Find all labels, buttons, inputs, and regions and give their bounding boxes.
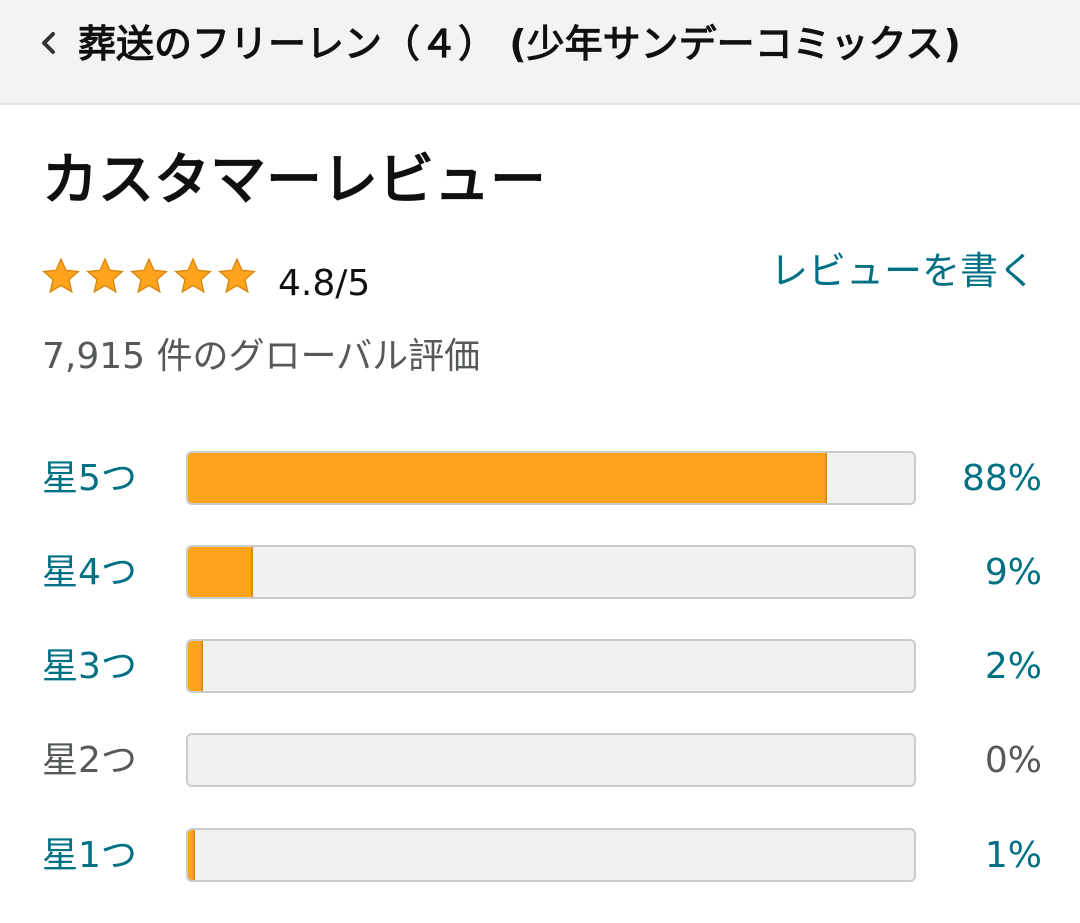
star-icon	[130, 257, 168, 294]
star-icon	[86, 257, 124, 294]
histogram-bar-fill	[188, 830, 196, 880]
histogram-row[interactable]: 星1つ 1%	[0, 828, 1080, 882]
star-icon	[174, 257, 212, 294]
top-header: 葬送のフリーレン（４） (少年サンデーコミックス)	[0, 0, 1080, 105]
histogram-star-label[interactable]: 星4つ	[42, 552, 137, 593]
histogram-star-label: 星2つ	[42, 740, 137, 781]
histogram-bar-fill	[188, 453, 827, 503]
histogram-star-label[interactable]: 星5つ	[42, 458, 137, 499]
histogram-row[interactable]: 星5つ 88%	[0, 451, 1080, 505]
star-rating	[40, 256, 264, 296]
chevron-left-icon[interactable]	[36, 28, 60, 58]
star-icon	[218, 257, 256, 294]
page-title: 葬送のフリーレン（４） (少年サンデーコミックス)	[78, 22, 961, 66]
histogram-row[interactable]: 星4つ 9%	[0, 545, 1080, 599]
histogram-bar-fill	[188, 641, 203, 691]
global-ratings-count: 7,915 件のグローバル評価	[42, 336, 481, 377]
histogram-bar[interactable]	[186, 639, 916, 693]
write-review-link[interactable]: レビューを書く	[769, 249, 1036, 293]
histogram-row[interactable]: 星3つ 2%	[0, 639, 1080, 693]
histogram-bar[interactable]	[186, 545, 916, 599]
histogram-bar[interactable]	[186, 451, 916, 505]
histogram-star-label[interactable]: 星3つ	[42, 646, 137, 687]
histogram-row: 星2つ 0%	[0, 733, 1080, 787]
histogram-bar-fill	[188, 547, 254, 597]
histogram-star-label[interactable]: 星1つ	[42, 835, 137, 876]
histogram-percent[interactable]: 88%	[961, 458, 1042, 499]
average-rating: 4.8/5	[278, 263, 371, 304]
histogram-percent[interactable]: 9%	[984, 552, 1042, 593]
histogram-percent: 0%	[984, 740, 1042, 781]
histogram-percent[interactable]: 1%	[984, 835, 1042, 876]
star-icon	[42, 257, 80, 294]
customer-reviews-heading: カスタマーレビュー	[42, 148, 546, 213]
histogram-bar	[186, 733, 916, 787]
histogram-bar[interactable]	[186, 828, 916, 882]
histogram-percent[interactable]: 2%	[984, 646, 1042, 687]
